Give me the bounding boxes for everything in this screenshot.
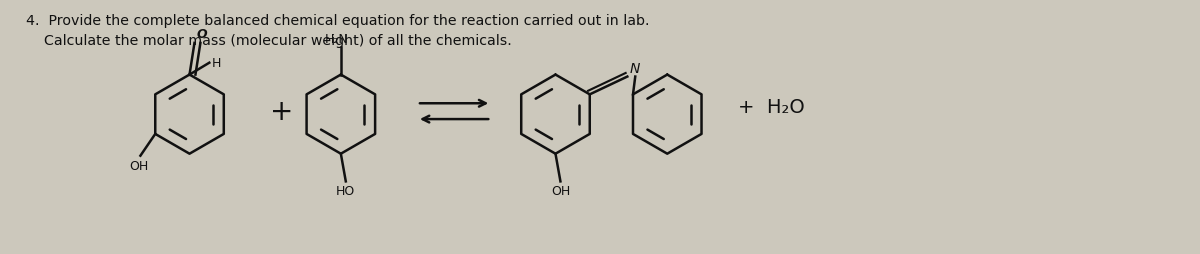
Text: H: H (211, 57, 221, 70)
Text: N: N (629, 61, 640, 75)
Text: OH: OH (128, 159, 148, 172)
Text: 4.  Provide the complete balanced chemical equation for the reaction carried out: 4. Provide the complete balanced chemica… (26, 14, 650, 28)
Text: HO: HO (336, 185, 355, 198)
Text: Calculate the molar mass (molecular weight) of all the chemicals.: Calculate the molar mass (molecular weig… (26, 34, 512, 48)
Text: O: O (197, 28, 208, 41)
Text: H₂N: H₂N (325, 33, 349, 46)
Text: OH: OH (551, 185, 570, 198)
Text: +: + (270, 98, 293, 126)
Text: +  H₂O: + H₂O (738, 97, 805, 116)
